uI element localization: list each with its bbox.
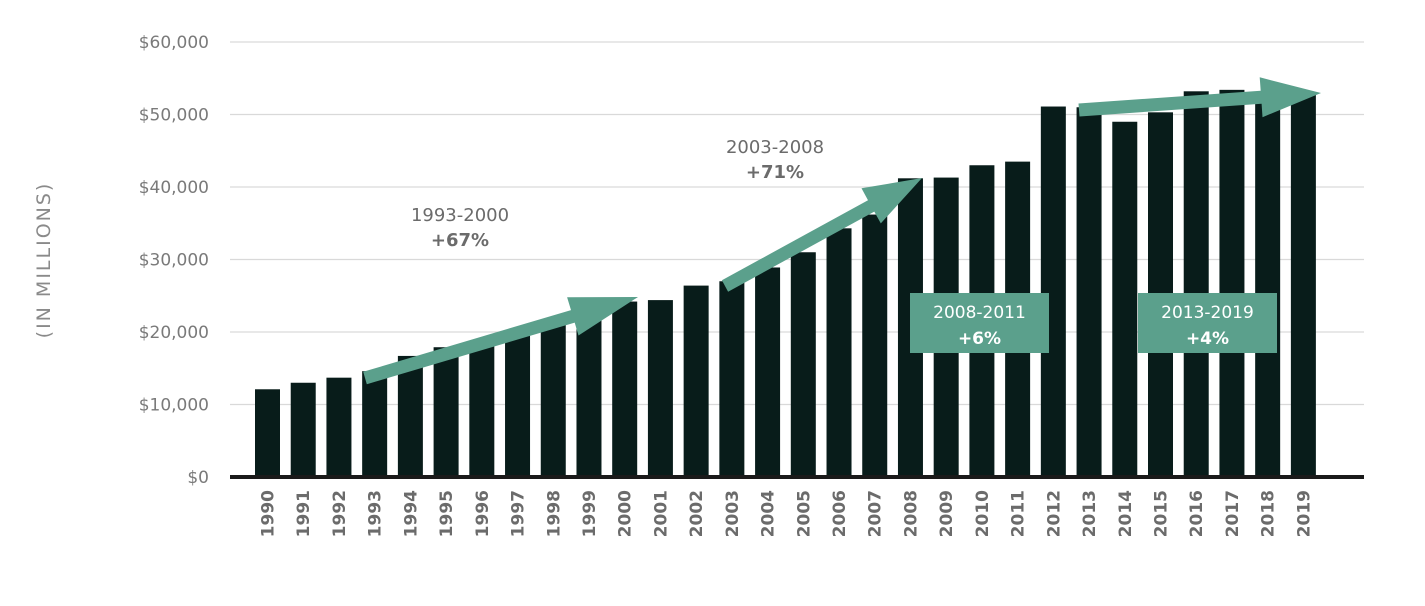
annotation-period: 2008-2011 — [933, 303, 1026, 323]
bar-1998 — [540, 323, 566, 477]
annotation-period: 2013-2019 — [1161, 303, 1254, 323]
y-tick-label: $60,000 — [139, 33, 209, 53]
bar-2004 — [755, 267, 781, 477]
annotation-period: 1993-2000 — [411, 205, 509, 226]
bar-1997 — [505, 332, 531, 477]
annotation-2003-2008: 2003-2008 +71% — [726, 137, 824, 183]
bar-2000 — [612, 301, 638, 477]
bar-1991 — [290, 382, 316, 477]
x-tick-label: 2012 — [1044, 490, 1064, 537]
bar-1993 — [362, 371, 388, 477]
bar-2002 — [683, 285, 709, 477]
y-tick-label: $20,000 — [139, 323, 209, 343]
bar-2012 — [1040, 106, 1066, 478]
bar-1996 — [469, 340, 495, 477]
bar-2013 — [1076, 107, 1102, 477]
bar-1992 — [326, 377, 352, 477]
annotation-box — [910, 293, 1049, 353]
bar-2018 — [1255, 100, 1281, 477]
x-tick-label: 2008 — [901, 490, 921, 537]
bar-2016 — [1183, 91, 1209, 478]
x-tick-label: 2017 — [1223, 490, 1243, 537]
bar-2007 — [862, 214, 888, 478]
annotation-change: +4% — [1186, 329, 1229, 349]
annotation-change: +6% — [958, 329, 1001, 349]
trend-arrow-1993-2000 — [363, 297, 638, 385]
x-axis-ticks: 1990 1991 1992 1993 1994 1995 1996 1997 1998 1999… — [259, 490, 1315, 537]
y-tick-label: $50,000 — [139, 106, 209, 126]
x-tick-label: 2016 — [1187, 490, 1207, 537]
bar-1994 — [397, 355, 423, 477]
y-tick-label: $10,000 — [139, 396, 209, 416]
bar-1999 — [576, 310, 602, 477]
trend-arrows — [363, 77, 1321, 385]
x-tick-label: 2001 — [651, 490, 671, 537]
annotation-change: +67% — [431, 230, 489, 251]
x-tick-label: 2015 — [1152, 490, 1172, 537]
bar-2005 — [790, 252, 816, 477]
x-tick-label: 1996 — [473, 490, 493, 537]
x-tick-label: 2004 — [759, 490, 779, 537]
annotation-period: 2003-2008 — [726, 137, 824, 158]
annotation-2013-2019: 2013-2019 +4% — [1138, 293, 1277, 353]
x-tick-label: 1997 — [509, 490, 529, 537]
x-tick-label: 2010 — [973, 490, 993, 537]
x-tick-label: 1990 — [259, 490, 279, 537]
bar-2014 — [1112, 121, 1138, 477]
x-tick-label: 2006 — [830, 490, 850, 537]
bar-2003 — [719, 281, 745, 477]
x-tick-label: 2005 — [794, 490, 814, 537]
bar-2017 — [1219, 89, 1245, 477]
annotation-1993-2000: 1993-2000 +67% — [411, 205, 509, 251]
x-tick-label: 2013 — [1080, 490, 1100, 537]
x-tick-label: 1995 — [437, 490, 457, 537]
x-tick-label: 2011 — [1009, 490, 1029, 537]
x-tick-label: 2003 — [723, 490, 743, 537]
y-tick-label: $40,000 — [139, 178, 209, 198]
x-tick-label: 1992 — [330, 490, 350, 537]
bar-2019 — [1290, 92, 1316, 477]
bar-2006 — [826, 228, 852, 477]
x-tick-label: 2009 — [937, 490, 957, 537]
x-tick-label: 2007 — [866, 490, 886, 537]
bar-2001 — [647, 300, 673, 477]
annotation-box — [1138, 293, 1277, 353]
annotation-change: +71% — [746, 162, 804, 183]
trend-arrow-2003-2008 — [721, 178, 922, 292]
x-tick-label: 1993 — [366, 490, 386, 537]
y-tick-label: $0 — [187, 468, 209, 488]
x-tick-label: 2014 — [1116, 490, 1136, 537]
x-tick-label: 2018 — [1259, 490, 1279, 537]
x-tick-label: 1998 — [544, 490, 564, 537]
annotation-2008-2011: 2008-2011 +6% — [910, 293, 1049, 353]
y-tick-label: $30,000 — [139, 251, 209, 271]
x-tick-label: 1991 — [294, 490, 314, 537]
x-tick-label: 2019 — [1294, 490, 1314, 537]
bar-1990 — [255, 389, 280, 477]
x-tick-label: 2000 — [616, 490, 636, 537]
y-axis-label: (IN MILLIONS) — [33, 182, 55, 339]
y-axis-ticks: $0 $10,000 $20,000 $30,000 $40,000 $50,000 $60… — [139, 33, 209, 488]
bar-1995 — [433, 347, 459, 477]
x-tick-label: 1994 — [401, 490, 421, 537]
trend-arrow-2013-2019 — [1078, 77, 1321, 118]
x-tick-label: 1999 — [580, 490, 600, 537]
x-tick-label: 2002 — [687, 490, 707, 537]
